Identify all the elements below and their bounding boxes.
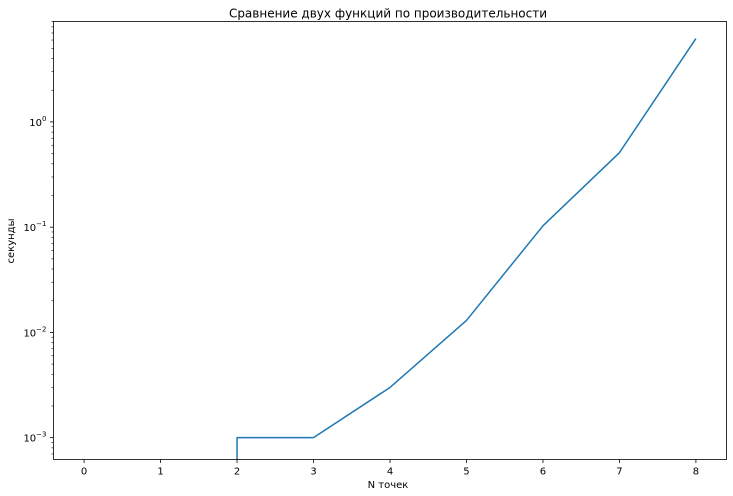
series-layer (236, 38, 697, 460)
x-tick-label: 8 (693, 467, 699, 478)
x-tick-label: 2 (234, 467, 240, 478)
y-tick-label: 10−3 (23, 431, 46, 445)
x-tick-label: 3 (310, 467, 316, 478)
plot-frame (53, 21, 727, 460)
x-tick-label: 6 (540, 467, 546, 478)
x-tick-label: 4 (387, 467, 393, 478)
y-tick-label: 100 (29, 115, 46, 129)
chart-title: Сравнение двух функций по производительн… (229, 7, 547, 21)
series-line (236, 38, 697, 460)
y-tick-label: 10−1 (23, 220, 46, 234)
y-axis-label: секунды (6, 219, 17, 264)
x-tick-label: 0 (81, 467, 87, 478)
x-axis-label: N точек (368, 480, 409, 491)
x-tick-label: 7 (616, 467, 622, 478)
ticks-layer: 0 1 2 3 4 5 6 7 8 10−3 10−2 10−1 100 (23, 21, 699, 478)
x-tick-label: 5 (463, 467, 469, 478)
y-tick-label: 10−2 (23, 325, 46, 339)
x-tick-label: 1 (157, 467, 163, 478)
